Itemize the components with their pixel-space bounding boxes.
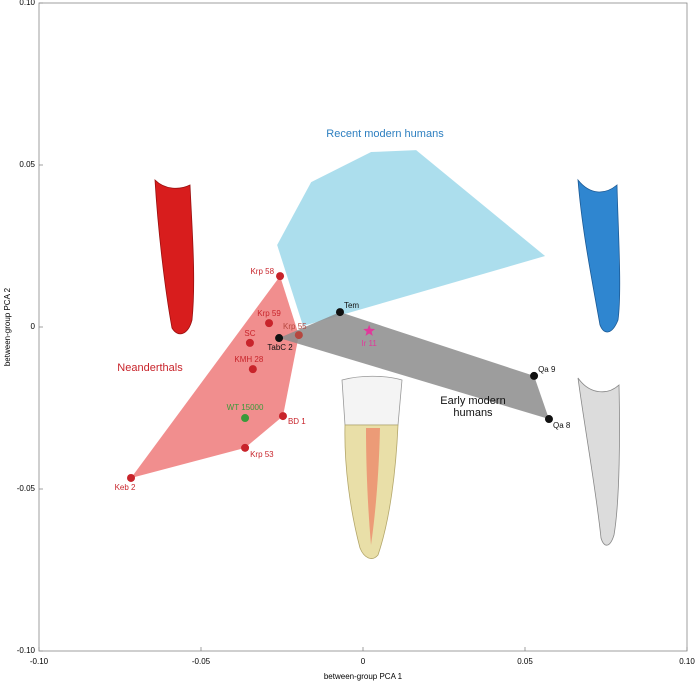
point	[241, 443, 250, 452]
tooth-center	[341, 375, 403, 559]
group-label: Early modern humans	[440, 395, 506, 419]
tooth-red	[154, 178, 195, 335]
hulls	[131, 150, 549, 478]
point-label: Tem	[344, 301, 359, 310]
point-label: Krp 55	[283, 322, 307, 331]
point-label: Krp 58	[250, 267, 274, 276]
point-label: SC	[244, 329, 255, 338]
group-hull	[279, 312, 549, 420]
y-tick-label: 0.05	[19, 160, 35, 169]
point-label: BD 1	[288, 417, 306, 426]
x-tick-label: 0.10	[679, 657, 695, 666]
point	[248, 365, 257, 374]
point	[245, 338, 254, 347]
point	[278, 412, 287, 421]
point	[276, 272, 285, 281]
point	[265, 319, 274, 328]
points: Krp 58 Krp 59 SC Krp 55 KMH 28 WT 15000 BD 1 Kr…	[115, 267, 571, 492]
y-tick-label: -0.05	[17, 484, 36, 493]
tooth-grey	[577, 377, 620, 546]
point	[275, 334, 284, 343]
point	[241, 414, 250, 423]
y-tick-label: 0.10	[19, 0, 35, 7]
point-label: Krp 53	[250, 450, 274, 459]
x-tick-label: -0.05	[192, 657, 211, 666]
group-hull	[277, 150, 546, 327]
point-label: KMH 28	[234, 355, 263, 364]
point-label: Krp 59	[257, 309, 281, 318]
point-star	[363, 324, 376, 336]
point-label: Qa 9	[538, 365, 556, 374]
point-label: Qa 8	[553, 421, 571, 430]
y-tick-label: 0	[31, 322, 36, 331]
group-label: Neanderthals	[117, 362, 183, 374]
point	[544, 415, 553, 424]
point	[335, 308, 344, 317]
tooth-blue	[577, 178, 621, 333]
y-axis-label: between-group PCA 2	[3, 287, 12, 366]
point	[530, 371, 539, 380]
x-tick-label: 0	[361, 657, 366, 666]
group-hull	[131, 276, 299, 478]
point	[294, 331, 303, 340]
x-tick-label: -0.10	[30, 657, 49, 666]
point-label: Ir 11	[361, 339, 377, 348]
y-tick-label: -0.10	[17, 646, 36, 655]
point-label: TabC 2	[267, 343, 293, 352]
point	[127, 473, 136, 482]
point-label: Keb 2	[115, 483, 136, 492]
x-tick-label: 0.05	[517, 657, 533, 666]
group-label: Recent modern humans	[326, 128, 444, 140]
point-label: WT 15000	[227, 403, 264, 412]
x-axis-label: between-group PCA 1	[324, 672, 403, 681]
